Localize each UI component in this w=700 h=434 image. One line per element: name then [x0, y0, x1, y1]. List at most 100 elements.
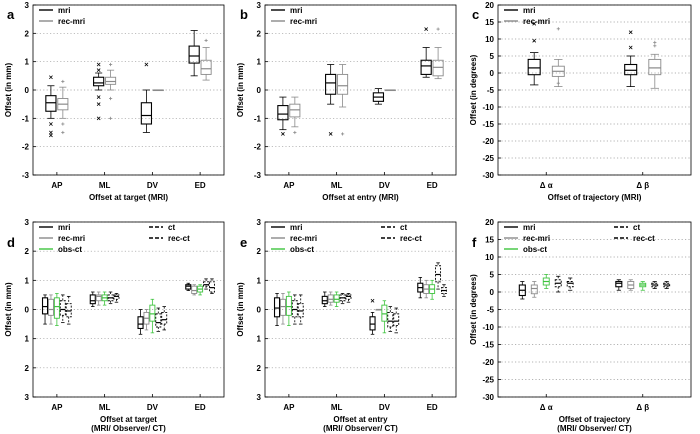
box-mri-1: [615, 279, 623, 291]
box-recct-0: [297, 294, 304, 325]
y-tick-label: 10: [485, 35, 494, 44]
box-obs-2: [381, 300, 388, 334]
box-iqr: [325, 73, 337, 95]
y-axis-label: Offset (in mm): [4, 63, 13, 118]
box-iqr: [93, 76, 105, 87]
box-ct-0: [291, 294, 298, 325]
legend: mri rec-mri obs-ct ct rec-ct: [271, 223, 422, 254]
y-tick-label: 3: [25, 1, 30, 10]
box-rec-1: [648, 40, 662, 89]
y-tick-label: -3: [254, 171, 262, 180]
box-mri-3: [185, 282, 192, 291]
box-rec-1: [627, 279, 635, 291]
outlier-stroke: [370, 298, 375, 303]
panel-label: e: [240, 235, 247, 250]
outlier-point: [370, 298, 375, 303]
outlier-point: [532, 21, 537, 26]
outlier-point: [49, 133, 53, 138]
outlier-stroke: [49, 130, 53, 135]
outlier-point: [653, 40, 657, 44]
outlier-stroke: [532, 38, 537, 43]
legend: mri rec-mri: [39, 6, 85, 26]
legend-label: ct: [168, 223, 175, 232]
outlier-stroke: [96, 68, 101, 73]
outlier-stroke: [281, 132, 285, 136]
box-obs-3: [429, 279, 436, 300]
y-tick-label: -30: [482, 393, 494, 402]
y-tick-label: 0: [490, 288, 495, 297]
x-axis-label: Offset at target (MRI): [89, 193, 168, 202]
outlier-stroke: [144, 62, 149, 67]
box-obs-0: [53, 293, 60, 326]
outlier-point: [61, 79, 65, 84]
y-tick-label: -3: [22, 171, 30, 180]
y-tick-label: -20: [482, 358, 494, 367]
legend-label: obs-ct: [523, 245, 547, 254]
outlier-point: [61, 130, 65, 135]
outlier-stroke: [96, 95, 101, 99]
box-iqr: [155, 313, 162, 328]
box-mri-3: [417, 277, 424, 299]
legend-label: rec-mri: [58, 17, 85, 26]
box-iqr: [113, 294, 120, 300]
box-recct-2: [393, 307, 400, 334]
y-tick-label: -10: [482, 323, 494, 332]
outlier-stroke: [49, 133, 53, 138]
box-mri-1: [89, 291, 96, 307]
y-tick-label: -15: [482, 120, 494, 129]
box-mri-0: [41, 294, 49, 325]
y-tick-label: 2: [25, 247, 30, 256]
x-category-label: ML: [331, 403, 343, 412]
panel-e: e 3 2 1 0 1 2 3 Offset (in mm) AP ML DV ED Offset at …: [236, 218, 457, 433]
x-category-label: Δ α: [540, 403, 553, 412]
outlier-point: [293, 130, 297, 135]
box-iqr: [381, 304, 388, 322]
outlier-point: [556, 27, 560, 31]
box-iqr: [527, 58, 541, 76]
box-iqr: [203, 281, 210, 287]
box-recct-3: [441, 284, 447, 297]
x-category-label: DV: [147, 181, 159, 190]
outlier-stroke: [328, 132, 333, 136]
box-iqr: [279, 298, 286, 316]
box-iqr: [191, 285, 198, 294]
outlier-point: [49, 75, 53, 80]
box-mri-0: [273, 293, 281, 326]
x-category-label: ML: [331, 181, 343, 190]
y-tick-label: -20: [482, 137, 494, 146]
outlier-point: [556, 81, 560, 85]
outlier-point: [532, 38, 537, 43]
box-recct-2: [161, 306, 168, 331]
y-axis-label: Offset (in degrees): [469, 274, 478, 345]
y-tick-label: -30: [482, 171, 494, 180]
legend-label: ct: [400, 223, 407, 232]
box-rec-3: [191, 284, 198, 296]
legend-label: mri: [58, 6, 70, 15]
box-rec-0: [530, 281, 538, 298]
outlier-stroke: [96, 116, 101, 121]
y-tick-label: 10: [485, 253, 494, 262]
x-axis-label: (MRI/ Observer/ CT): [91, 424, 166, 433]
box-iqr: [432, 59, 444, 77]
outlier-point: [204, 38, 208, 43]
box-ct-1: [339, 293, 346, 305]
box-iqr: [137, 316, 144, 330]
legend-label: rec-mri: [523, 234, 550, 243]
box-mri-0: [527, 21, 541, 86]
y-tick-label: 1: [25, 276, 30, 285]
outlier-stroke: [628, 45, 633, 50]
box-mri-2: [372, 88, 385, 105]
box-iqr: [333, 294, 340, 303]
box-ct-3: [435, 262, 442, 290]
box-ct-0: [554, 275, 562, 293]
x-category-label: AP: [51, 403, 63, 412]
box-mri-0: [518, 281, 526, 300]
y-tick-label: 1: [25, 58, 30, 67]
box-ct-2: [387, 306, 394, 332]
panel-d: d 3 2 1 0 1 2 3 Offset (in mm) AP ML DV ED Offset at …: [4, 218, 225, 433]
box-mri-3: [188, 30, 200, 77]
box-mri-1: [321, 291, 328, 307]
box-rec-3: [423, 279, 430, 299]
box-mri-0: [277, 96, 289, 136]
